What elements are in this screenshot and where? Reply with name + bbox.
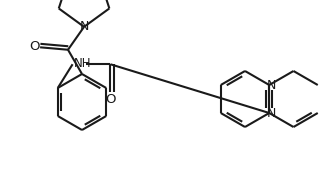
Text: O: O (105, 93, 116, 106)
Text: N: N (267, 79, 276, 92)
Text: N: N (267, 106, 276, 120)
Text: N: N (79, 20, 89, 33)
Text: NH: NH (74, 57, 91, 70)
Text: O: O (29, 40, 39, 53)
